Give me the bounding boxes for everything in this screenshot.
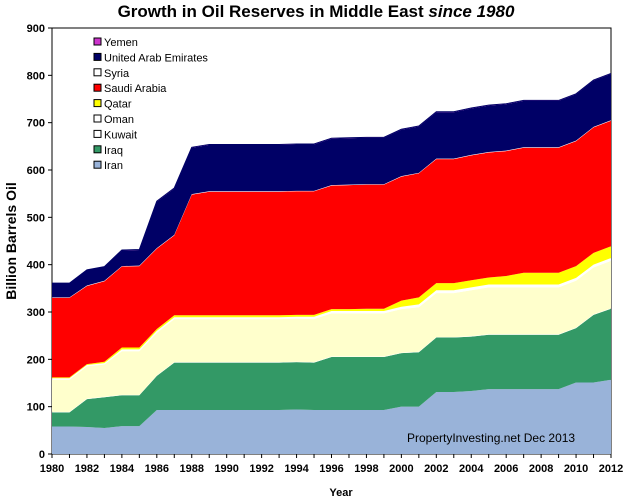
- chart-title: Growth in Oil Reserves in Middle East si…: [118, 2, 515, 21]
- y-tick-label: 900: [27, 23, 45, 35]
- legend-label-qatar: Qatar: [104, 99, 132, 111]
- legend-swatch-oman: [93, 114, 102, 123]
- legend-label-united-arab-emirates: United Arab Emirates: [104, 52, 208, 64]
- area-oman-4: [52, 258, 611, 380]
- y-tick-label: 600: [27, 165, 45, 177]
- legend-label-iran: Iran: [104, 160, 123, 172]
- legend-swatch-kuwait: [93, 129, 102, 138]
- y-tick-label: 100: [27, 402, 45, 414]
- legend-swatch-iraq: [93, 145, 102, 154]
- x-tick-label: 2010: [564, 463, 588, 475]
- area-series-group: [52, 72, 612, 454]
- x-tick-label: 1986: [145, 463, 169, 475]
- x-tick-label: 1998: [354, 463, 378, 475]
- x-tick-label: 2006: [494, 463, 518, 475]
- x-tick-label: 2012: [599, 463, 623, 475]
- x-tick-label: 2000: [389, 463, 413, 475]
- x-tick-label: 1980: [40, 463, 64, 475]
- legend-swatch-qatar: [93, 99, 102, 108]
- legend-swatch-yemen: [93, 37, 102, 46]
- legend-swatch-united-arab-emirates: [93, 52, 102, 61]
- x-tick-label: 2002: [424, 463, 448, 475]
- area-saudi-arabia-6: [52, 120, 611, 378]
- legend-swatch-syria: [93, 68, 102, 77]
- legend-swatch-iran: [93, 160, 102, 169]
- legend-label-syria: Syria: [104, 68, 130, 80]
- credit-text: PropertyInvesting.net Dec 2013: [407, 431, 575, 445]
- legend-label-iraq: Iraq: [104, 145, 123, 157]
- legend-label-yemen: Yemen: [104, 37, 138, 49]
- y-tick-label: 400: [27, 260, 45, 272]
- x-tick-label: 2008: [529, 463, 553, 475]
- x-axis-label: Year: [329, 487, 353, 499]
- x-tick-label: 1992: [249, 463, 273, 475]
- legend-label-kuwait: Kuwait: [104, 129, 137, 141]
- area-iran-0: [52, 379, 611, 454]
- x-tick-label: 1990: [214, 463, 238, 475]
- x-tick-label: 1996: [319, 463, 343, 475]
- y-axis-ticks: 0 100 200 300 400 500 600 700 800 900: [27, 23, 52, 461]
- y-tick-label: 500: [27, 212, 45, 224]
- x-tick-label: 1994: [284, 463, 309, 475]
- y-tick-label: 300: [27, 307, 45, 319]
- y-axis-label: Billion Barrels Oil: [3, 182, 19, 299]
- x-tick-label: 1982: [75, 463, 99, 475]
- area-iraq-1: [52, 308, 611, 428]
- legend: Yemen United Arab Emirates Syria Saudi Arab…: [93, 37, 208, 172]
- area-united-arab-emirates-8: [52, 73, 611, 298]
- legend-swatch-saudi-arabia: [93, 83, 102, 92]
- y-tick-label: 800: [27, 70, 45, 82]
- x-tick-label: 2004: [459, 463, 484, 475]
- legend-label-oman: Oman: [104, 114, 134, 126]
- y-tick-label: 200: [27, 354, 45, 366]
- y-tick-label: 700: [27, 118, 45, 130]
- x-axis-ticks: 1980 1982 1984 1986 1988 1990 1992 1994 1996 1998…: [40, 454, 623, 475]
- legend-label-saudi-arabia: Saudi Arabia: [104, 83, 167, 95]
- x-tick-label: 1988: [180, 463, 204, 475]
- x-tick-label: 1984: [110, 463, 135, 475]
- chart-title-emphasis: since 1980: [428, 2, 515, 21]
- y-tick-label: 0: [39, 449, 45, 461]
- chart-title-main: Growth in Oil Reserves in Middle East: [118, 2, 429, 21]
- area-top-outline: [52, 72, 612, 284]
- area-oman-3: [52, 260, 611, 412]
